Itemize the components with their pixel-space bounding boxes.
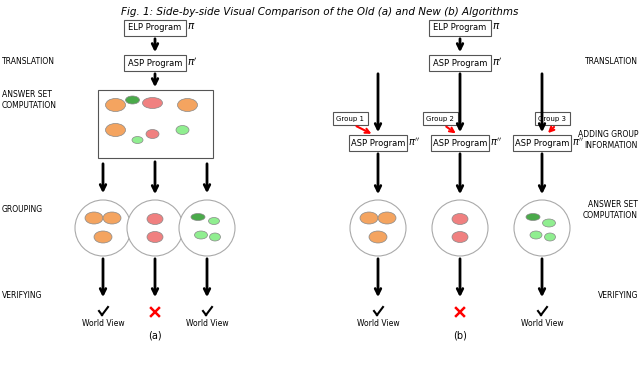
Ellipse shape [545,233,556,241]
Ellipse shape [369,231,387,243]
Text: Group 1: Group 1 [336,115,364,121]
Text: ASP Program: ASP Program [433,138,487,148]
Text: Fig. 1: Side-by-side Visual Comparison of the Old (a) and New (b) Algorithms: Fig. 1: Side-by-side Visual Comparison o… [122,7,518,17]
Ellipse shape [360,212,378,224]
FancyBboxPatch shape [124,55,186,71]
Text: $\pi'$: $\pi'$ [187,56,198,68]
Text: ASP Program: ASP Program [433,59,487,68]
Ellipse shape [147,231,163,242]
Ellipse shape [543,219,556,227]
Ellipse shape [125,96,140,104]
Ellipse shape [378,212,396,224]
Text: ELP Program: ELP Program [433,24,486,32]
FancyBboxPatch shape [349,135,407,151]
Text: Group 2: Group 2 [426,115,454,121]
Text: (b): (b) [453,330,467,340]
Ellipse shape [176,125,189,134]
Ellipse shape [147,214,163,224]
FancyBboxPatch shape [422,112,458,125]
Text: ANSWER SET
COMPUTATION: ANSWER SET COMPUTATION [2,90,57,110]
Text: $\pi'$: $\pi'$ [492,56,502,68]
Ellipse shape [209,217,220,224]
FancyBboxPatch shape [97,90,212,158]
Text: $\pi$: $\pi$ [492,21,500,31]
Ellipse shape [106,124,125,137]
Ellipse shape [85,212,103,224]
FancyBboxPatch shape [429,20,491,36]
Ellipse shape [132,137,143,144]
Text: Group 3: Group 3 [538,115,566,121]
Ellipse shape [209,233,221,241]
FancyBboxPatch shape [431,135,489,151]
Circle shape [75,200,131,256]
Text: $\pi''$: $\pi''$ [408,136,420,148]
Text: World View: World View [356,320,399,328]
Circle shape [179,200,235,256]
FancyBboxPatch shape [534,112,570,125]
Text: ASP Program: ASP Program [515,138,569,148]
Text: VERIFYING: VERIFYING [2,290,42,300]
Text: World View: World View [82,320,124,328]
Text: $\pi''$: $\pi''$ [490,136,502,148]
Text: (a): (a) [148,330,162,340]
Text: $\pi''$: $\pi''$ [572,136,584,148]
Text: ASP Program: ASP Program [128,59,182,68]
Text: World View: World View [186,320,228,328]
FancyBboxPatch shape [124,20,186,36]
Ellipse shape [530,231,542,239]
Ellipse shape [143,97,163,108]
Ellipse shape [146,130,159,138]
Ellipse shape [195,231,207,239]
Ellipse shape [526,214,540,221]
Ellipse shape [177,99,198,111]
Ellipse shape [94,231,112,243]
Text: GROUPING: GROUPING [2,206,43,214]
Text: World View: World View [521,320,563,328]
Circle shape [514,200,570,256]
FancyBboxPatch shape [513,135,571,151]
Text: ADDING GROUP
INFORMATION: ADDING GROUP INFORMATION [577,130,638,150]
Text: TRANSLATION: TRANSLATION [585,58,638,66]
Ellipse shape [106,99,125,111]
Circle shape [127,200,183,256]
Text: VERIFYING: VERIFYING [598,290,638,300]
FancyBboxPatch shape [429,55,491,71]
Text: TRANSLATION: TRANSLATION [2,58,55,66]
Ellipse shape [452,214,468,224]
Ellipse shape [103,212,121,224]
Circle shape [432,200,488,256]
Text: $\pi$: $\pi$ [187,21,195,31]
Ellipse shape [191,214,205,221]
Text: ASP Program: ASP Program [351,138,405,148]
Circle shape [350,200,406,256]
FancyBboxPatch shape [333,112,367,125]
Ellipse shape [452,231,468,242]
Text: ELP Program: ELP Program [129,24,182,32]
Text: ANSWER SET
COMPUTATION: ANSWER SET COMPUTATION [583,200,638,220]
